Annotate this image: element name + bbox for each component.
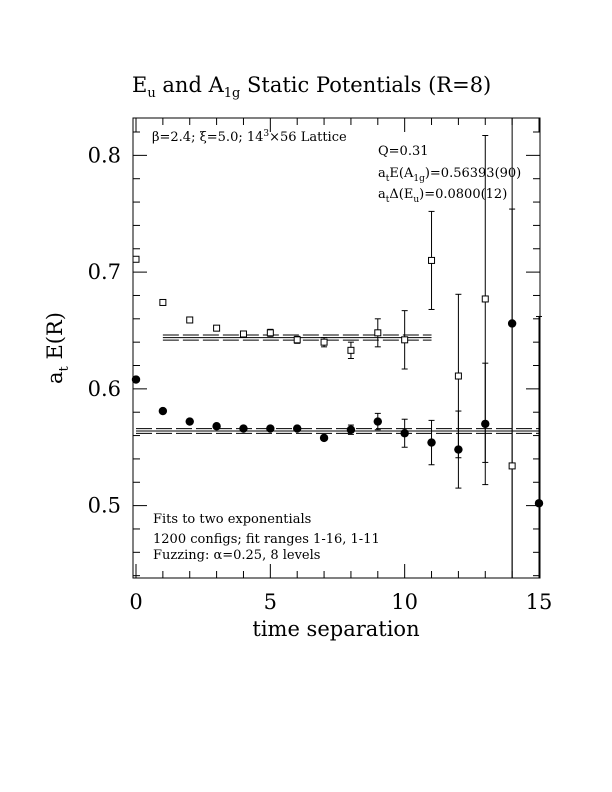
chart-title: Eu and A1g Static Potentials (R=8) (132, 73, 491, 101)
fit-note-1: Fits to two exponentials (153, 512, 311, 527)
data-point-circle (319, 433, 329, 443)
data-point-circle (293, 424, 302, 433)
data-point-square (239, 330, 247, 338)
data-point-square (213, 324, 221, 332)
data-point-square (401, 336, 409, 344)
data-point-square (159, 298, 167, 306)
data-point-circle (400, 429, 409, 438)
data-point-circle (212, 422, 221, 431)
lattice-annotation: β=2.4; ξ=5.0; 143×56 Lattice (152, 129, 347, 145)
y-tick-label: 0.5 (88, 494, 121, 518)
data-point-circle (427, 438, 436, 447)
data-point-circle (373, 417, 382, 426)
data-point-square (454, 372, 462, 380)
y-tick-label: 0.7 (88, 260, 121, 284)
y-axis-label: at E(R) (43, 312, 72, 384)
data-point-circle (239, 424, 248, 433)
q-annotation: Q=0.31 (378, 144, 429, 159)
data-point-square (374, 329, 382, 337)
axis-ticks (133, 118, 540, 578)
data-points (131, 118, 544, 578)
plot-frame (132, 117, 541, 579)
data-point-square (266, 329, 274, 337)
delta-eu-annotation: atΔ(Eu)=0.0800(12) (378, 187, 507, 205)
x-tick-label: 5 (264, 590, 277, 614)
fit-note-3: Fuzzing: α=0.25, 8 levels (153, 548, 320, 563)
data-point-square (132, 255, 140, 263)
fit-note-2: 1200 configs; fit ranges 1-16, 1-11 (153, 532, 380, 547)
data-point-square (508, 462, 516, 470)
data-point-square (293, 336, 301, 344)
energy-a1g-annotation: atE(A1g)=0.56393(90) (378, 166, 521, 184)
data-point-square (481, 295, 489, 303)
data-point-square (320, 338, 328, 346)
data-point-circle (131, 375, 141, 384)
data-point-circle (158, 406, 168, 416)
x-axis-label: time separation (252, 617, 419, 641)
x-tick-label: 15 (526, 590, 553, 614)
data-point-square (428, 256, 436, 264)
x-tick-label: 0 (129, 590, 142, 614)
y-tick-label: 0.6 (88, 377, 121, 401)
y-tick-label: 0.8 (88, 143, 121, 167)
data-point-circle (185, 417, 194, 426)
x-tick-label: 10 (391, 590, 418, 614)
data-point-circle (266, 424, 275, 433)
data-point-square (186, 316, 194, 324)
data-point-circle (346, 425, 356, 434)
data-point-circle (534, 499, 544, 508)
fit-lines (136, 334, 539, 434)
data-point-square (347, 346, 355, 354)
tick-labels: 0 5 10 15 0.5 0.6 0.7 0.8 (88, 143, 553, 614)
